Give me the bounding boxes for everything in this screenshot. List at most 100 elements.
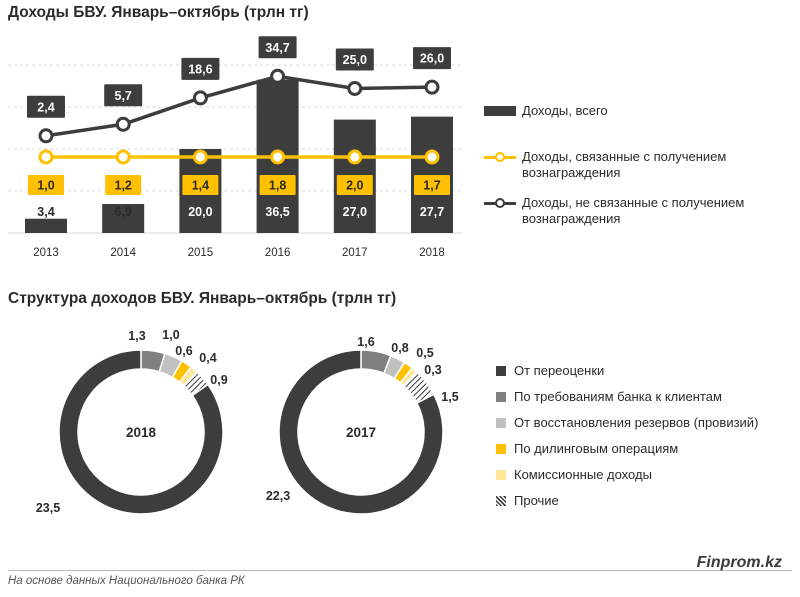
legend-swatch-light-gray [496, 418, 506, 428]
bar-value-label: 27,7 [420, 205, 444, 219]
donut-center-label: 2017 [346, 425, 376, 440]
brand-logo: Finprom.kz [696, 554, 782, 571]
legend-label-total: Доходы, всего [522, 103, 608, 118]
bar-value-label: 36,5 [265, 205, 289, 219]
footer-divider [8, 570, 792, 571]
donut-value-label: 1,0 [162, 328, 179, 342]
noninterest-marker [38, 128, 54, 144]
bar-total-2018 [411, 116, 453, 233]
legend-label-noninterest: Доходы, не связанные с получением вознаг… [522, 195, 745, 226]
donut-value-label: 1,5 [441, 390, 458, 404]
legend-item-total: Доходы, всего [484, 103, 608, 119]
noninterest-value-label-box [335, 48, 374, 71]
bar-total-2014 [102, 204, 145, 233]
bar-value-label: 27,0 [343, 205, 367, 219]
donut-value-label: 0,3 [424, 363, 441, 377]
legend-label-client-claims: По требованиям банка к клиентам [514, 389, 722, 404]
noninterest-value-label-text: 34,7 [265, 41, 289, 55]
legend-item-other: Прочие [496, 493, 559, 509]
legend-swatch-hatched [496, 496, 506, 506]
interest-marker [115, 149, 131, 165]
legend-item-client-claims: По требованиям банка к клиентам [496, 389, 722, 405]
legend-label-dealing: По дилинговым операциям [514, 441, 679, 456]
noninterest-value-label: 26,0 [413, 47, 451, 70]
legend-swatch-dark-line [484, 197, 516, 209]
noninterest-marker [424, 79, 440, 95]
x-tick-label: 2017 [342, 247, 368, 259]
interest-marker [38, 149, 54, 165]
noninterest-value-label: 25,0 [335, 48, 374, 71]
x-tick-label: 2013 [33, 247, 59, 259]
interest-value-label: 1,7 [414, 175, 450, 195]
donut-value-label: 0,6 [175, 344, 192, 358]
interest-value-label: 1,8 [259, 175, 296, 195]
bar-total-2013 [25, 218, 67, 233]
legend-item-reserves: От восстановления резервов (провизий) [496, 415, 758, 431]
legend-swatch-dark [496, 366, 506, 376]
interest-value-label-box [28, 175, 64, 195]
interest-value-label-text: 1,2 [115, 179, 132, 193]
legend-label-commission: Комиссионные доходы [514, 467, 652, 482]
noninterest-value-label-text: 25,0 [343, 53, 367, 67]
interest-marker [424, 149, 440, 165]
interest-value-label: 1,0 [28, 175, 64, 195]
legend-label-interest: Доходы, связанные с получением вознаграж… [522, 149, 727, 180]
interest-marker [192, 149, 208, 165]
donut-value-label: 0,8 [391, 341, 408, 355]
interest-value-label: 1,4 [182, 175, 219, 195]
interest-value-label-box [336, 175, 373, 195]
interest-value-label: 1,2 [105, 175, 142, 195]
legend-swatch-yellow [496, 444, 506, 454]
x-tick-label: 2014 [110, 247, 136, 259]
source-note: На основе данных Национального банка РК [8, 575, 245, 587]
noninterest-value-label-box [27, 95, 65, 118]
x-tick-label: 2018 [419, 247, 445, 259]
noninterest-value-label: 5,7 [104, 84, 143, 107]
donut-value-label: 1,6 [357, 335, 374, 349]
chart-title-top: Доходы БВУ. Январь–октябрь (трлн тг) [8, 4, 309, 21]
noninterest-value-label: 2,4 [27, 95, 65, 118]
donut-value-label: 23,5 [36, 501, 60, 515]
donut-value-label: 0,5 [416, 346, 433, 360]
bar-value-label: 6,9 [115, 205, 132, 219]
legend-label-revaluation: От переоценки [514, 363, 605, 378]
interest-value-label-text: 1,7 [423, 179, 440, 193]
legend-swatch-yellow-line [484, 151, 516, 163]
legend-item-interest: Доходы, связанные с получением вознаграж… [484, 149, 784, 181]
donut-slice-2017-0 [278, 349, 444, 515]
noninterest-marker [115, 116, 131, 132]
donut-value-label: 22,3 [266, 489, 290, 503]
noninterest-value-label-text: 2,4 [37, 100, 54, 114]
bar-value-label: 3,4 [37, 205, 54, 219]
noninterest-marker [270, 68, 286, 84]
noninterest-value-label-text: 5,7 [115, 89, 132, 103]
noninterest-marker [347, 81, 363, 96]
noninterest-line [45, 74, 433, 138]
noninterest-value-label-box [413, 47, 451, 70]
x-tick-label: 2015 [188, 247, 214, 259]
legend-swatch-gray [496, 392, 506, 402]
noninterest-value-label-box [181, 57, 220, 80]
donut-value-label: 0,4 [199, 351, 216, 365]
donut-value-label: 0,9 [210, 373, 227, 387]
noninterest-marker [192, 90, 208, 106]
noninterest-value-label: 34,7 [258, 36, 297, 59]
interest-value-label-text: 1,0 [37, 179, 54, 193]
interest-value-label: 2,0 [336, 175, 373, 195]
interest-value-label-box [105, 175, 142, 195]
interest-value-label-text: 2,0 [346, 179, 363, 193]
legend-item-dealing: По дилинговым операциям [496, 441, 678, 457]
interest-marker [347, 149, 363, 165]
interest-value-label-box [182, 175, 219, 195]
legend-item-commission: Комиссионные доходы [496, 467, 652, 483]
legend-swatch-light-yellow [496, 470, 506, 480]
legend-label-reserves: От восстановления резервов (провизий) [514, 415, 759, 430]
donut-value-label: 1,3 [128, 329, 145, 343]
donut-center-label: 2018 [126, 425, 157, 440]
legend-label-other: Прочие [514, 493, 559, 508]
interest-value-label-box [259, 175, 296, 195]
donut-slice-2018-0 [58, 349, 224, 515]
interest-marker [270, 149, 286, 165]
noninterest-value-label-text: 18,6 [188, 62, 212, 76]
